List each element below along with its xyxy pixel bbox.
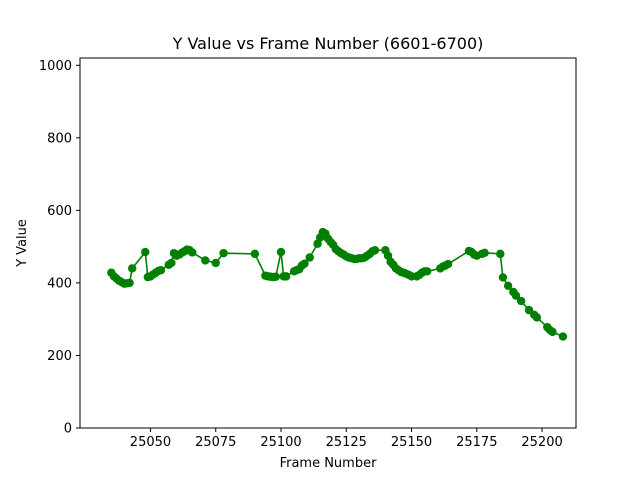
y-tick-label: 200 [47, 349, 72, 364]
data-point [511, 291, 521, 300]
data-point [305, 253, 314, 262]
data-point [503, 281, 513, 291]
data-point [480, 248, 489, 257]
x-axis-label: Frame Number [280, 456, 378, 471]
data-point [125, 278, 134, 288]
data-point [128, 264, 137, 273]
x-tick-label: 25075 [195, 435, 236, 450]
data-point [276, 247, 286, 257]
x-tick-label: 25100 [260, 435, 301, 450]
y-tick-label: 0 [64, 422, 72, 437]
data-point [282, 272, 291, 281]
data-point [516, 296, 526, 306]
data-point [141, 247, 150, 257]
x-tick-label: 25050 [130, 435, 171, 450]
data-point [271, 272, 280, 281]
data-point [498, 273, 508, 282]
data-point [558, 332, 568, 341]
x-tick-label: 25125 [326, 435, 367, 450]
data-point [156, 266, 166, 275]
data-point [250, 249, 260, 259]
y-tick-label: 1000 [39, 59, 72, 74]
data-point [219, 248, 228, 258]
y-axis-label: Y Value [15, 219, 30, 268]
y-tick-label: 400 [47, 276, 72, 291]
data-point [423, 267, 432, 276]
chart-title: Y Value vs Frame Number (6601-6700) [172, 34, 484, 53]
data-point [532, 313, 542, 322]
data-point [496, 249, 505, 259]
series-layer [107, 227, 568, 341]
y-axis-ticks: 0 200 400 600 800 1000 [39, 59, 80, 437]
data-point [167, 258, 176, 268]
y-tick-label: 600 [47, 204, 72, 219]
data-point [188, 248, 197, 257]
data-point [300, 259, 309, 268]
data-point [443, 259, 453, 269]
x-axis-ticks: 25050 25075 25100 25125 25150 25175 25200 [130, 428, 563, 450]
y-tick-label: 800 [47, 131, 72, 146]
x-tick-label: 25150 [391, 435, 432, 450]
data-point [201, 256, 210, 265]
x-tick-label: 25175 [456, 435, 497, 450]
x-tick-label: 25200 [521, 435, 562, 450]
axes-frame [79, 57, 577, 429]
data-point [211, 258, 220, 268]
data-point [370, 246, 380, 255]
data-point [548, 327, 557, 337]
